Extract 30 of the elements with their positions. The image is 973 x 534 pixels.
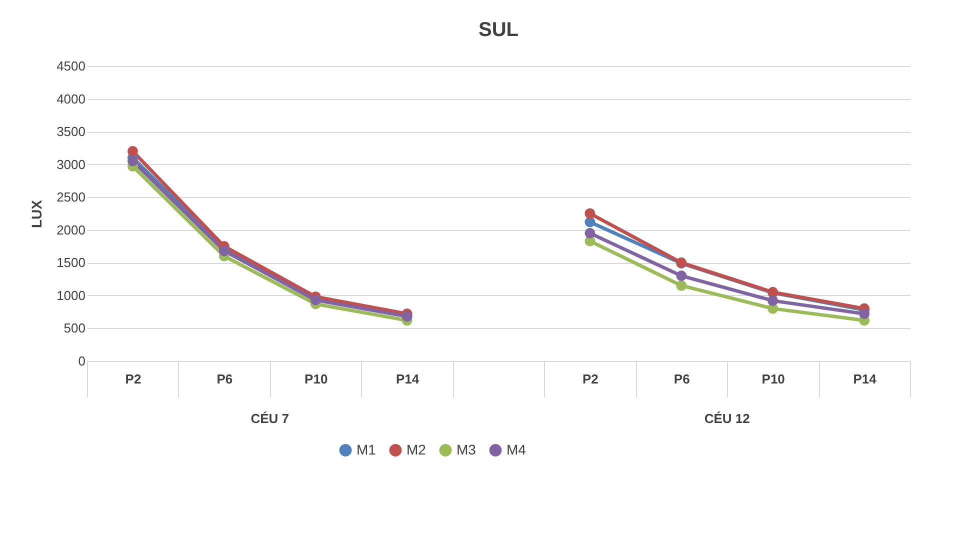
legend-label: M1 (356, 441, 376, 458)
x-tick-label: P10 (762, 372, 785, 386)
x-tick-label: P6 (216, 372, 233, 386)
y-axis-title: LUX (28, 199, 45, 228)
y-tick-label: 4500 (56, 58, 86, 74)
y-tick-label: 4000 (56, 91, 86, 106)
text: CÉU 7 (250, 411, 290, 426)
point (218, 246, 230, 256)
chart-title: SUL (478, 19, 518, 41)
y-tick-label: 1500 (56, 255, 86, 270)
y-tick-label: 500 (64, 320, 86, 336)
point (127, 156, 138, 166)
legend-label: M4 (506, 441, 526, 458)
y-tick-label: 1000 (56, 288, 86, 303)
x-tick-label: P10 (304, 372, 328, 386)
x-tick-label: P14 (396, 372, 420, 386)
y-tick-label: 2500 (56, 190, 86, 205)
y-tick-label: 3000 (56, 156, 86, 172)
point (127, 146, 138, 156)
y-tick-label: 0 (78, 354, 86, 368)
x-tick-label: P6 (674, 372, 690, 386)
x-tick-label: P14 (853, 372, 878, 386)
y-tick-label: 3500 (56, 124, 86, 140)
legend-label: M2 (406, 441, 426, 458)
x-tick-label: P2 (582, 372, 598, 386)
point (859, 308, 870, 320)
legend-label: M3 (456, 441, 476, 458)
y-tick-label: 2000 (56, 222, 86, 238)
text: CÉU 12 (704, 411, 750, 426)
x-tick-label: P2 (125, 372, 142, 386)
